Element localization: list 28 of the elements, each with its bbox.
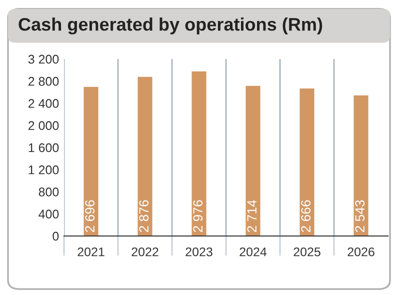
y-tick-label: 2 400 (28, 99, 59, 108)
data-label: 2 976 (193, 200, 203, 232)
bar (246, 86, 260, 236)
x-tick-label: 2025 (294, 247, 320, 256)
data-label: 2 666 (301, 200, 311, 232)
y-tick-label: 2 000 (28, 121, 59, 130)
bar (354, 95, 368, 236)
data-label: 2 543 (355, 200, 365, 232)
x-tick-label: 2026 (348, 247, 374, 256)
bar (192, 71, 206, 236)
y-tick-label: 400 (38, 210, 59, 219)
y-tick-label: 3 200 (28, 54, 59, 64)
x-tick-label: 2021 (78, 247, 104, 256)
y-tick-label: 2 800 (28, 76, 59, 86)
y-tick-label: 1 200 (28, 165, 59, 174)
y-tick-label: 800 (38, 188, 59, 196)
data-label: 2 876 (139, 200, 149, 232)
chart-title: Cash generated by operations (Rm) (18, 18, 322, 34)
x-tick-label: 2024 (240, 247, 267, 256)
x-tick-label: 2022 (132, 247, 158, 256)
bar (84, 86, 98, 236)
data-label: 2 714 (247, 200, 256, 232)
y-tick-label: 1 600 (28, 143, 59, 152)
y-tick-label: 0 (52, 232, 59, 241)
bar (300, 88, 314, 236)
data-label: 2 696 (85, 200, 95, 232)
x-tick-label: 2023 (186, 247, 212, 256)
bar (138, 76, 152, 236)
